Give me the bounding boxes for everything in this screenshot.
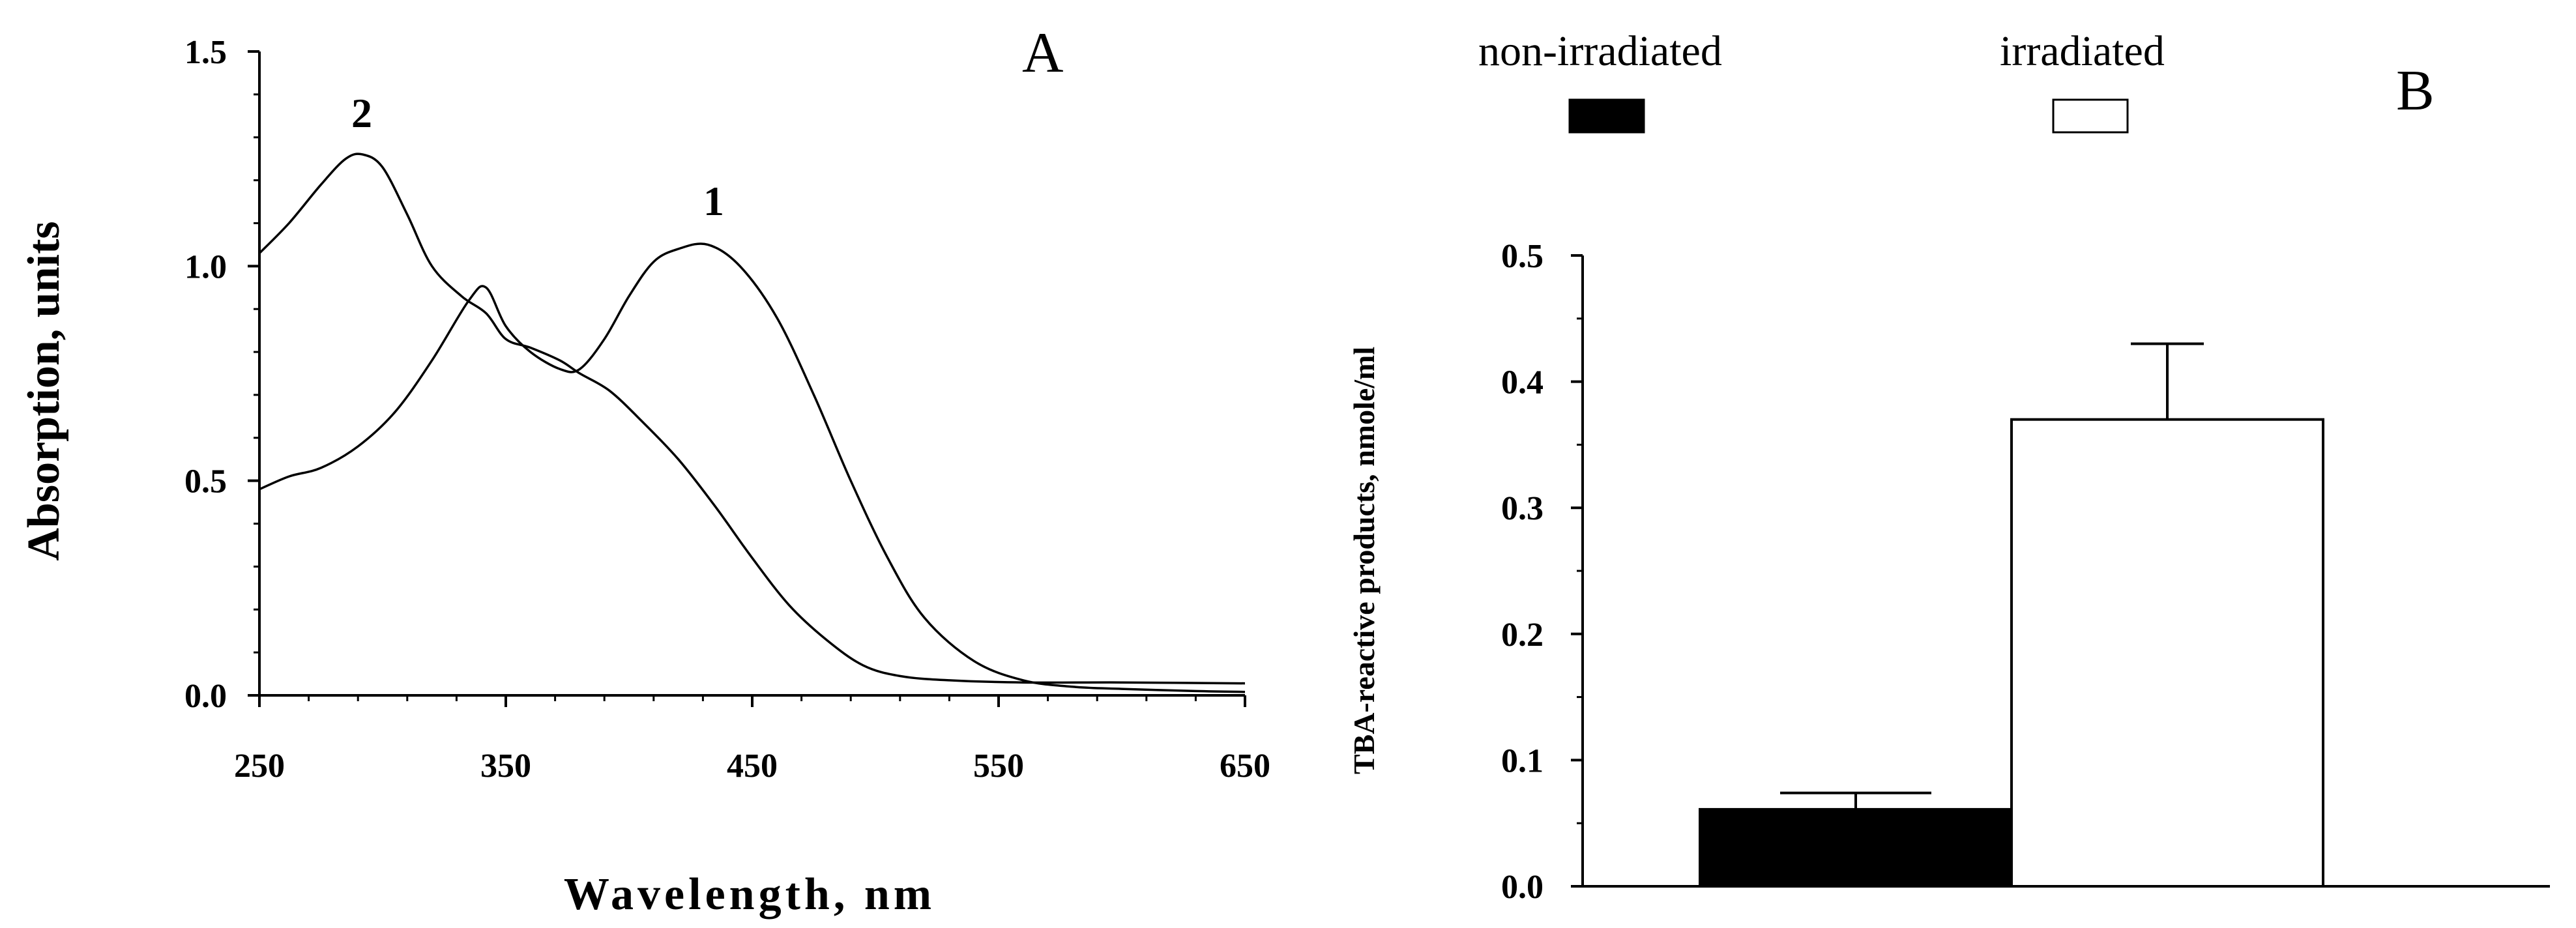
panel-a-y-tick-label: 0.0	[184, 678, 227, 715]
panel-b-y-tick-label: 0.5	[1501, 238, 1544, 275]
legend-label-irradiated: irradiated	[2000, 27, 2165, 75]
panel-a-x-ticks: 250 350 450 550 650	[234, 695, 1270, 785]
panel-a-x-tick-label: 450	[727, 747, 778, 785]
panel-b-letter: B	[2396, 59, 2435, 123]
bar-irradiated	[2010, 418, 2324, 888]
legend-swatch-irradiated	[2052, 98, 2129, 134]
legend-swatch-non-irradiated	[1568, 98, 1645, 134]
panel-a-letter: A	[1022, 22, 1064, 85]
panel-b-y-tick-label: 0.2	[1501, 616, 1544, 654]
panel-a-y-tick-label: 0.5	[184, 463, 227, 500]
panel-a-curve-label-1: 1	[703, 178, 724, 224]
panel-a-y-tick-label: 1.5	[184, 34, 227, 71]
panel-a-y-ticks: 0.0 0.5 1.0 1.5	[184, 34, 259, 715]
panel-a-curves	[258, 152, 1246, 693]
panel-b-y-axis-title: TBA-reactive products, nmole/ml	[1347, 347, 1381, 774]
panel-a-axes	[258, 51, 1245, 697]
panel-b: 0.0 0.1 0.2 0.3 0.4 0.5 B non-irradiated irra…	[1347, 27, 2550, 906]
panel-b-y-ticks: 0.0 0.1 0.2 0.3 0.4 0.5	[1501, 238, 1583, 906]
panel-b-bars	[1699, 342, 2324, 888]
panel-a-curve-label-2: 2	[351, 90, 372, 136]
panel-b-y-tick-label: 0.0	[1501, 869, 1544, 906]
panel-a-y-axis-title: Absorption, units	[19, 221, 69, 560]
panel-a-x-tick-label: 250	[234, 747, 285, 785]
panel-b-y-tick-label: 0.4	[1501, 364, 1544, 401]
legend-label-non-irradiated: non-irradiated	[1478, 27, 1722, 75]
panel-b-y-tick-label: 0.1	[1501, 742, 1544, 779]
panel-b-y-tick-label: 0.3	[1501, 490, 1544, 527]
bar-non-irradiated	[1699, 807, 2013, 888]
panel-a-x-tick-label: 650	[1220, 747, 1270, 785]
panel-a: 0.0 0.5 1.0 1.5 250 350 450 550 650 A 1 2 Wavel…	[19, 22, 1270, 920]
panel-a-x-tick-label: 550	[973, 747, 1024, 785]
panel-a-y-tick-label: 1.0	[184, 248, 227, 285]
panel-b-legend: non-irradiated irradiated	[1478, 27, 2165, 134]
panel-a-series-2-line	[258, 152, 1246, 685]
panel-a-series-1-line	[259, 242, 1246, 693]
panel-a-x-tick-label: 350	[480, 747, 531, 785]
panel-a-x-axis-title: Wavelength, nm	[564, 869, 935, 920]
